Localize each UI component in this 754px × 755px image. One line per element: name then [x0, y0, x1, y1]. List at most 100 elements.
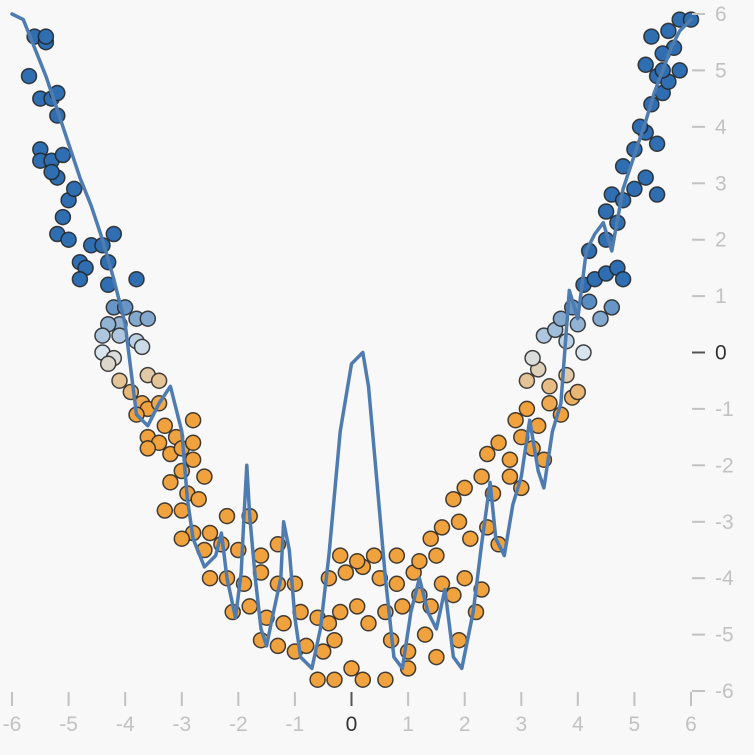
data-point: [269, 637, 287, 655]
data-point: [65, 180, 83, 198]
data-point: [37, 28, 55, 45]
x-tick-label: -1: [286, 713, 305, 736]
y-tick-label: -2: [715, 454, 734, 477]
data-point: [241, 598, 258, 615]
data-point: [218, 507, 236, 525]
data-point: [490, 434, 507, 452]
data-point: [156, 417, 174, 435]
data-point: [626, 180, 643, 198]
x-tick-label: 5: [629, 713, 641, 736]
data-point: [309, 671, 326, 688]
data-point: [456, 569, 473, 587]
data-point: [501, 451, 519, 468]
y-tick-label: -5: [715, 624, 734, 647]
data-point: [71, 270, 89, 288]
data-point: [637, 169, 654, 186]
data-point: [541, 378, 558, 395]
fit-line: [10, 12, 693, 671]
y-tick-label: -1: [715, 398, 734, 421]
data-point: [360, 615, 377, 632]
data-point: [343, 660, 360, 677]
data-point: [162, 474, 179, 491]
data-point: [643, 28, 660, 45]
y-tick-label: 0: [715, 342, 727, 365]
data-point: [190, 490, 207, 508]
data-point: [603, 299, 621, 316]
y-tick-label: 2: [715, 229, 727, 252]
x-tick-label: 2: [459, 713, 471, 736]
data-point: [462, 530, 479, 547]
data-point: [156, 502, 174, 519]
data-point: [320, 569, 338, 587]
x-tick-label: -4: [116, 713, 135, 736]
data-point: [105, 225, 123, 243]
data-point: [507, 411, 524, 429]
data-point: [388, 547, 406, 564]
data-point: [173, 530, 191, 547]
data-point: [541, 395, 558, 412]
data-point: [99, 355, 117, 373]
data-point: [184, 434, 202, 452]
data-point: [286, 575, 304, 593]
y-tick-label: 6: [715, 3, 727, 26]
data-point: [580, 293, 598, 310]
data-point: [133, 338, 151, 356]
data-point: [348, 598, 366, 615]
data-point: [20, 67, 38, 85]
x-tick-label: 0: [346, 713, 358, 736]
data-point: [394, 598, 411, 615]
y-tick-label: 3: [715, 172, 727, 195]
y-tick-label: 5: [715, 59, 727, 82]
data-point: [518, 400, 536, 418]
data-point: [331, 547, 349, 564]
data-point: [377, 671, 394, 688]
data-point: [614, 270, 632, 288]
data-point: [445, 586, 462, 604]
data-point: [326, 671, 343, 688]
data-point: [422, 530, 439, 547]
x-tick-label: 1: [402, 713, 414, 736]
y-tick-label: 1: [715, 285, 727, 308]
data-point: [648, 186, 666, 203]
data-point: [252, 547, 270, 564]
y-tick-label: -6: [715, 680, 734, 703]
data-point: [43, 163, 60, 181]
data-point: [354, 671, 372, 688]
data-point: [139, 440, 157, 457]
data-point: [479, 445, 496, 463]
data-point: [184, 411, 202, 429]
fit-line-layer: [10, 12, 693, 671]
data-point: [54, 146, 72, 164]
data-point: [60, 231, 77, 248]
x-tick-label: -6: [3, 713, 22, 736]
data-point: [416, 626, 434, 643]
data-point: [331, 603, 349, 621]
data-point: [139, 310, 157, 327]
data-point: [428, 648, 445, 666]
x-axis: -6 -5 -4 -3 -2 -1 0 1 2 3 4 5 6: [3, 692, 697, 736]
data-point: [445, 490, 462, 508]
data-point: [201, 569, 219, 587]
data-point: [648, 135, 666, 153]
y-axis: 6 5 4 3 2 1 0 -1 -2 -3 -4 -5 -6: [692, 3, 734, 703]
data-point: [411, 552, 428, 570]
data-point: [428, 547, 445, 564]
data-point: [637, 56, 654, 74]
data-point: [518, 372, 536, 389]
data-point: [433, 575, 451, 593]
data-point: [150, 372, 168, 389]
data-point: [348, 552, 366, 570]
data-point: [201, 524, 219, 542]
data-point: [54, 208, 72, 226]
data-point: [433, 519, 451, 536]
data-point: [94, 327, 111, 344]
y-tick-label: -3: [715, 511, 734, 534]
data-point: [450, 631, 468, 649]
data-point: [575, 344, 592, 361]
data-point: [320, 615, 338, 632]
x-tick-label: -3: [172, 713, 191, 736]
data-point: [473, 468, 490, 485]
data-point: [111, 372, 128, 389]
